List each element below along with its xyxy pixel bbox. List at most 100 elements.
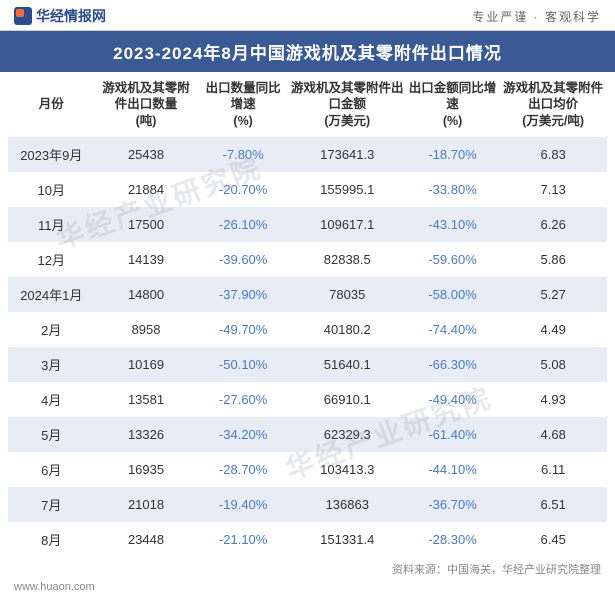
cell-qty: 13326 (95, 417, 198, 452)
source-text: 资料来源：中国海关，华经产业研究院整理 (0, 557, 615, 579)
cell-month: 3月 (8, 347, 95, 382)
cell-amount-growth: -66.30% (406, 347, 500, 382)
table-row: 2024年1月14800-37.90%78035-58.00%5.27 (8, 277, 607, 312)
table-row: 2月8958-49.70%40180.2-74.40%4.49 (8, 312, 607, 347)
cell-amount: 155995.1 (289, 172, 406, 207)
cell-qty-growth: -26.10% (198, 207, 289, 242)
col-header-qty-growth: 出口数量同比增速(%) (198, 72, 289, 137)
cell-price: 6.83 (499, 137, 607, 172)
logo-wrap: 华经情报网 (14, 6, 106, 26)
cell-month: 2023年9月 (8, 137, 95, 172)
cell-qty: 17500 (95, 207, 198, 242)
table-head: 月份 游戏机及其零附件出口数量(吨) 出口数量同比增速(%) 游戏机及其零附件出… (8, 72, 607, 137)
cell-price: 4.93 (499, 382, 607, 417)
logo-icon (14, 7, 32, 25)
cell-amount: 51640.1 (289, 347, 406, 382)
table-row: 5月13326-34.20%62329.3-61.40%4.68 (8, 417, 607, 452)
cell-amount: 109617.1 (289, 207, 406, 242)
cell-qty-growth: -28.70% (198, 452, 289, 487)
table-row: 3月10169-50.10%51640.1-66.30%5.08 (8, 347, 607, 382)
table-row: 7月21018-19.40%136863-36.70%6.51 (8, 487, 607, 522)
col-header-price: 游戏机及其零附件出口均价(万美元/吨) (499, 72, 607, 137)
cell-amount: 173641.3 (289, 137, 406, 172)
cell-price: 6.51 (499, 487, 607, 522)
cell-amount: 62329.3 (289, 417, 406, 452)
cell-qty: 21018 (95, 487, 198, 522)
cell-amount-growth: -59.60% (406, 242, 500, 277)
cell-qty: 10169 (95, 347, 198, 382)
cell-month: 5月 (8, 417, 95, 452)
slogan: 专业严谨 · 客观科学 (472, 8, 601, 25)
col-header-amount-growth: 出口金额同比增速(%) (406, 72, 500, 137)
cell-qty: 8958 (95, 312, 198, 347)
cell-qty-growth: -49.70% (198, 312, 289, 347)
cell-qty: 16935 (95, 452, 198, 487)
table-row: 2023年9月25438-7.80%173641.3-18.70%6.83 (8, 137, 607, 172)
cell-month: 10月 (8, 172, 95, 207)
cell-amount: 66910.1 (289, 382, 406, 417)
table-row: 6月16935-28.70%103413.3-44.10%6.11 (8, 452, 607, 487)
table-body: 2023年9月25438-7.80%173641.3-18.70%6.8310月… (8, 137, 607, 557)
cell-amount-growth: -74.40% (406, 312, 500, 347)
report-container: 华经情报网 专业严谨 · 客观科学 2023-2024年8月中国游戏机及其零附件… (0, 0, 615, 580)
cell-month: 4月 (8, 382, 95, 417)
cell-amount-growth: -58.00% (406, 277, 500, 312)
cell-amount-growth: -18.70% (406, 137, 500, 172)
cell-amount: 82838.5 (289, 242, 406, 277)
cell-amount-growth: -36.70% (406, 487, 500, 522)
col-header-month: 月份 (8, 72, 95, 137)
cell-price: 5.86 (499, 242, 607, 277)
cell-amount: 40180.2 (289, 312, 406, 347)
table-row: 11月17500-26.10%109617.1-43.10%6.26 (8, 207, 607, 242)
footer-url: www.huaon.com (0, 579, 615, 599)
cell-amount-growth: -28.30% (406, 522, 500, 557)
cell-price: 6.26 (499, 207, 607, 242)
cell-amount: 151331.4 (289, 522, 406, 557)
cell-qty-growth: -20.70% (198, 172, 289, 207)
cell-amount-growth: -44.10% (406, 452, 500, 487)
cell-qty: 14139 (95, 242, 198, 277)
cell-month: 2月 (8, 312, 95, 347)
cell-qty-growth: -7.80% (198, 137, 289, 172)
cell-month: 2024年1月 (8, 277, 95, 312)
table-row: 12月14139-39.60%82838.5-59.60%5.86 (8, 242, 607, 277)
cell-month: 11月 (8, 207, 95, 242)
col-header-amount: 游戏机及其零附件出口金额(万美元) (289, 72, 406, 137)
cell-qty: 23448 (95, 522, 198, 557)
cell-month: 6月 (8, 452, 95, 487)
cell-qty: 25438 (95, 137, 198, 172)
cell-qty-growth: -50.10% (198, 347, 289, 382)
cell-price: 6.45 (499, 522, 607, 557)
table-row: 4月13581-27.60%66910.1-49.40%4.93 (8, 382, 607, 417)
cell-amount-growth: -33.80% (406, 172, 500, 207)
table-wrap: 华经产业研究院 华经产业研究院 月份 游戏机及其零附件出口数量(吨) 出口数量同… (0, 72, 615, 557)
cell-amount: 103413.3 (289, 452, 406, 487)
cell-qty: 14800 (95, 277, 198, 312)
logo-text: 华经情报网 (36, 6, 106, 26)
cell-amount: 136863 (289, 487, 406, 522)
data-table: 月份 游戏机及其零附件出口数量(吨) 出口数量同比增速(%) 游戏机及其零附件出… (8, 72, 607, 557)
col-header-qty: 游戏机及其零附件出口数量(吨) (95, 72, 198, 137)
cell-qty-growth: -19.40% (198, 487, 289, 522)
cell-qty-growth: -39.60% (198, 242, 289, 277)
table-row: 8月23448-21.10%151331.4-28.30%6.45 (8, 522, 607, 557)
cell-price: 7.13 (499, 172, 607, 207)
cell-qty-growth: -27.60% (198, 382, 289, 417)
cell-qty-growth: -37.90% (198, 277, 289, 312)
cell-qty: 13581 (95, 382, 198, 417)
cell-month: 12月 (8, 242, 95, 277)
cell-qty-growth: -34.20% (198, 417, 289, 452)
cell-month: 8月 (8, 522, 95, 557)
cell-price: 4.68 (499, 417, 607, 452)
cell-price: 5.27 (499, 277, 607, 312)
cell-price: 4.49 (499, 312, 607, 347)
cell-qty-growth: -21.10% (198, 522, 289, 557)
table-row: 10月21884-20.70%155995.1-33.80%7.13 (8, 172, 607, 207)
cell-amount: 78035 (289, 277, 406, 312)
cell-amount-growth: -61.40% (406, 417, 500, 452)
cell-price: 6.11 (499, 452, 607, 487)
cell-month: 7月 (8, 487, 95, 522)
cell-amount-growth: -43.10% (406, 207, 500, 242)
cell-amount-growth: -49.40% (406, 382, 500, 417)
title-bar: 2023-2024年8月中国游戏机及其零附件出口情况 (0, 31, 615, 72)
